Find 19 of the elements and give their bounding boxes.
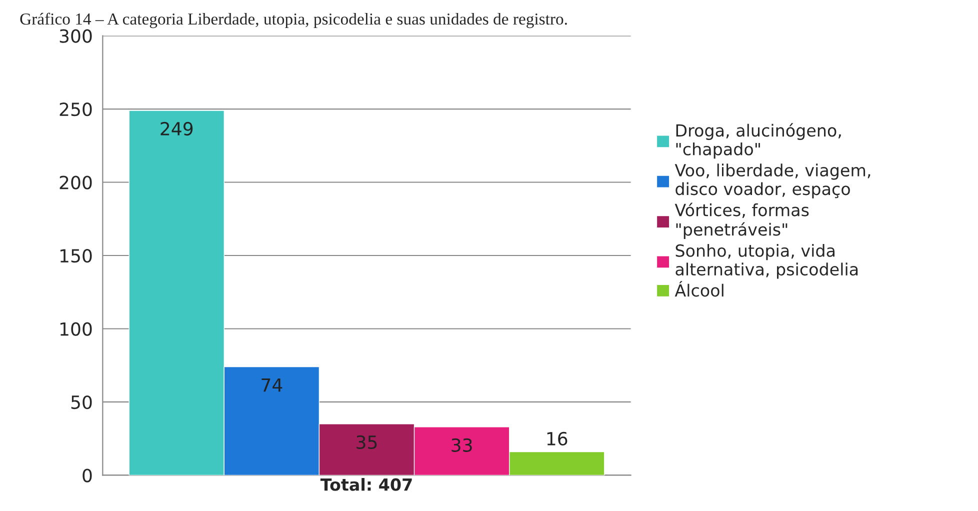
legend-label: Vórtices, formas "penetráveis" [674, 202, 809, 240]
chart-title: Gráfico 14 – A categoria Liberdade, utopia, psicodelia e suas unidades de registro. [20, 12, 567, 28]
y-tick-label: 0 [82, 468, 92, 482]
y-tick-label: 300 [60, 29, 92, 43]
data-label: 74 [262, 378, 282, 392]
legend-label: Voo, liberdade, viagem, disco voador, espaço [674, 164, 870, 198]
x-tick-label: Total: 407 [320, 478, 412, 491]
legend-label: Droga, alucinógeno, "chapado" [676, 123, 841, 159]
y-tick-label: 200 [60, 176, 92, 190]
data-label: 16 [547, 432, 568, 446]
y-tick-label: 100 [60, 322, 92, 336]
data-label: 35 [356, 435, 377, 450]
y-tick-label: 50 [71, 395, 92, 410]
y-tick-label: 250 [60, 102, 92, 116]
legend-label: Sonho, utopia, vida alternativa, psicodelia [676, 244, 858, 279]
legend-label: Álcool [674, 281, 724, 297]
data-label: 249 [160, 122, 193, 136]
data-label: 33 [452, 438, 472, 452]
y-tick-label: 150 [60, 248, 92, 263]
